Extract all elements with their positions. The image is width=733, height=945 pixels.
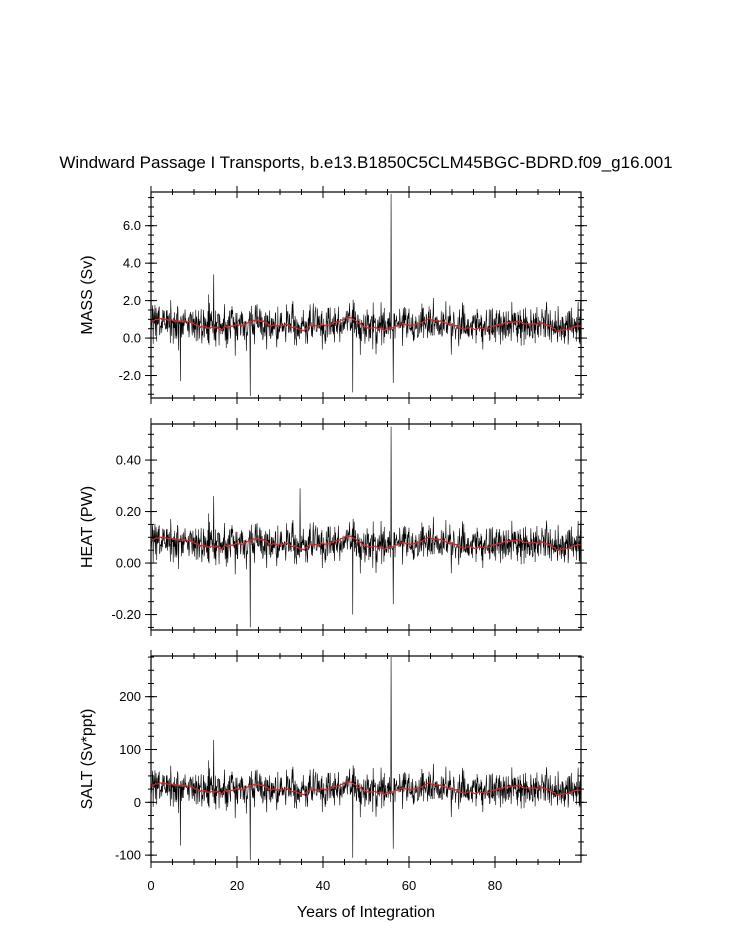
y-tick-label-mass: 6.0 [123, 218, 141, 233]
y-tick-label-salt: 100 [119, 742, 141, 757]
y-tick-label-salt: -100 [115, 848, 141, 863]
y-tick-label-salt: 0 [134, 795, 141, 810]
panel-heat: -0.20 0.00 0.20 0.40 HEAT (PW) [79, 418, 587, 636]
smooth-series-heat [151, 535, 581, 552]
x-tick-label: 20 [230, 878, 244, 893]
y-tick-label-mass: 2.0 [123, 293, 141, 308]
y-tick-label-mass: 0.0 [123, 331, 141, 346]
y-tick-label-heat: 0.00 [116, 556, 141, 571]
y-tick-label-mass: -2.0 [119, 368, 141, 383]
y-tick-label-heat: 0.40 [116, 453, 141, 468]
x-tick-label: 80 [488, 878, 502, 893]
panel-mass: -2.0 0.0 2.0 4.0 6.0 MASS (Sv) [79, 186, 587, 404]
y-tick-label-salt: 200 [119, 689, 141, 704]
y-tick-label-heat: 0.20 [116, 504, 141, 519]
raw-series-salt [151, 657, 581, 861]
panel-frame-mass [150, 191, 582, 399]
panel-frame-heat [150, 423, 582, 631]
x-tick-label: 60 [402, 878, 416, 893]
x-tick-label: 0 [147, 878, 154, 893]
y-axis-label-heat: HEAT (PW) [79, 486, 96, 568]
y-axis-label-mass: MASS (Sv) [79, 255, 96, 334]
y-tick-label-heat: -0.20 [111, 607, 141, 622]
x-tick-label: 40 [316, 878, 330, 893]
chart-title: Windward Passage I Transports, b.e13.B18… [59, 153, 672, 172]
smooth-series-salt [151, 781, 581, 797]
panels-group: -2.0 0.0 2.0 4.0 6.0 MASS (Sv) -0.20 0.00 0.20 0.… [79, 186, 587, 893]
smooth-series-mass [151, 316, 581, 333]
y-tick-label-mass: 4.0 [123, 256, 141, 271]
panel-frame-salt [150, 655, 582, 863]
raw-series-heat [151, 426, 581, 628]
panel-salt: -100 0 100 200 SALT (Sv*ppt) [79, 650, 587, 868]
y-axis-label-salt: SALT (Sv*ppt) [79, 709, 96, 810]
x-axis-label: Years of Integration [297, 904, 435, 921]
raw-series-mass [151, 193, 581, 397]
